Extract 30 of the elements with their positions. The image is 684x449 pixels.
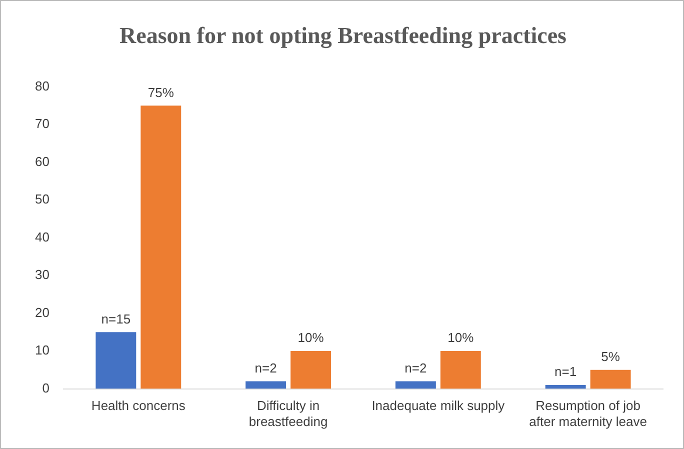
bar bbox=[96, 332, 136, 389]
bar bbox=[290, 351, 332, 389]
y-tick-label: 50 bbox=[34, 192, 50, 207]
x-tick-label: Health concerns bbox=[91, 398, 186, 414]
y-tick-label: 0 bbox=[42, 380, 50, 396]
y-tick-label: 80 bbox=[34, 78, 50, 94]
data-label: 5% bbox=[601, 349, 620, 364]
bar bbox=[545, 385, 586, 389]
data-label: n=2 bbox=[404, 360, 427, 376]
y-tick-label: 30 bbox=[34, 267, 50, 282]
data-label: 75% bbox=[148, 84, 174, 100]
x-tick-label: Resumption of job after maternity leave bbox=[529, 398, 647, 429]
chart-title: Reason for not opting Breastfeeding practices bbox=[118, 23, 568, 49]
data-label: 10% bbox=[448, 330, 474, 346]
y-tick-label: 20 bbox=[34, 304, 50, 320]
y-tick-label: 40 bbox=[34, 229, 50, 244]
x-tick-label: Inadequate milk supply bbox=[372, 398, 506, 414]
data-label: 10% bbox=[298, 330, 324, 346]
bar bbox=[140, 106, 182, 389]
bar bbox=[590, 370, 631, 389]
data-label: n=2 bbox=[254, 360, 277, 376]
bar bbox=[395, 381, 436, 389]
x-tick-label: Difficulty in breastfeeding bbox=[248, 398, 328, 429]
bar bbox=[246, 381, 286, 389]
y-tick-label: 10 bbox=[34, 342, 50, 358]
data-label: n=15 bbox=[101, 311, 131, 326]
y-tick-label: 60 bbox=[34, 154, 50, 169]
data-label: n=1 bbox=[554, 364, 577, 380]
y-tick-label: 70 bbox=[34, 116, 50, 132]
bar bbox=[440, 351, 481, 389]
